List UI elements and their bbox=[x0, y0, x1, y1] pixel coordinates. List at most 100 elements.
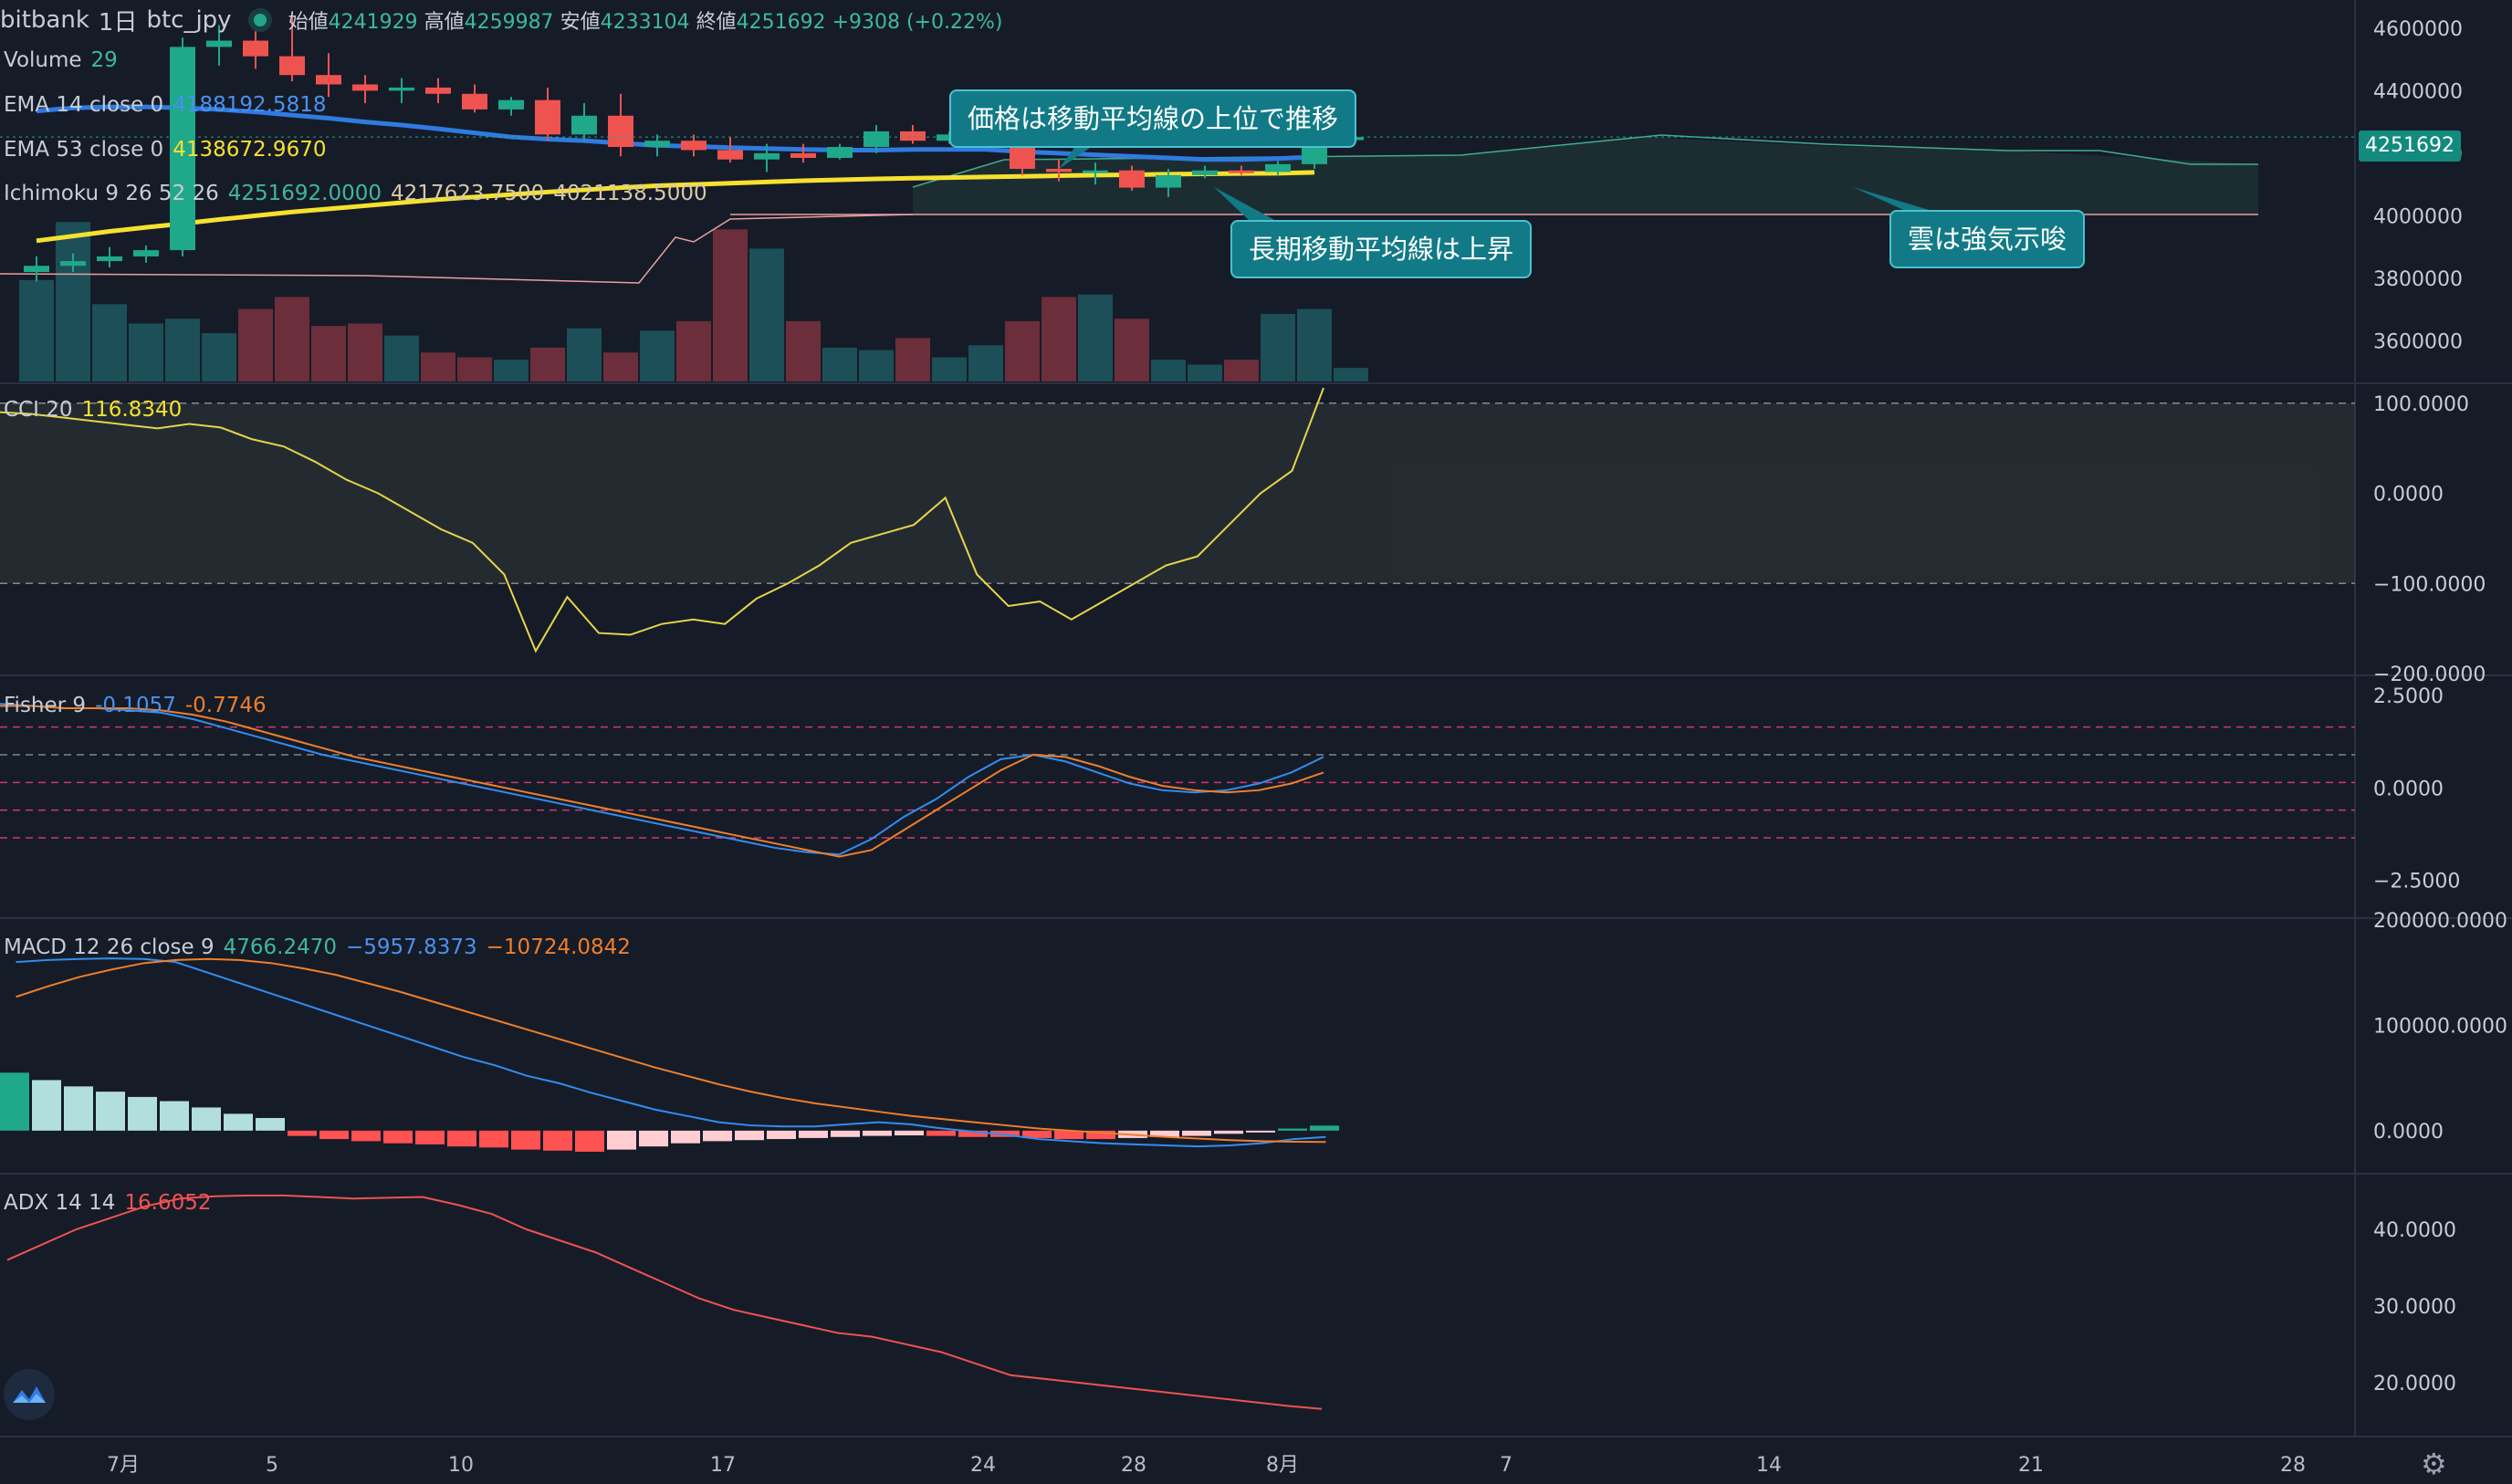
macd-histogram-bar bbox=[575, 1130, 604, 1152]
open-value: 4241929 bbox=[328, 11, 418, 34]
time-tick-label: 7 bbox=[1500, 1454, 1512, 1477]
symbol-label[interactable]: btc_jpy bbox=[146, 6, 232, 34]
macd-histogram-bar bbox=[1182, 1130, 1211, 1136]
price-axis-tick: 100.0000 bbox=[2373, 393, 2469, 416]
open-label: 始値 bbox=[288, 11, 329, 34]
macd-histogram-bar bbox=[671, 1130, 700, 1144]
interval-label[interactable]: 1日 bbox=[98, 8, 138, 37]
ema53-legend[interactable]: EMA 53 close 0 4138672.9670 bbox=[4, 138, 335, 162]
price-axis-tick: −2.5000 bbox=[2373, 871, 2460, 894]
candle-body bbox=[1046, 169, 1072, 172]
macd-histogram-bar bbox=[0, 1072, 29, 1131]
macd-name: MACD 12 26 close 9 bbox=[4, 935, 215, 959]
volume-bar bbox=[859, 350, 894, 381]
macd-histogram-bar bbox=[543, 1130, 572, 1151]
fisher-value-1: -0.1057 bbox=[95, 694, 176, 717]
volume-legend[interactable]: Volume 29 bbox=[4, 48, 127, 72]
fisher-line-2 bbox=[0, 705, 1324, 858]
cci-value: 116.8340 bbox=[81, 398, 183, 422]
ema14-line bbox=[36, 104, 1315, 162]
volume-bar bbox=[129, 323, 163, 381]
volume-bar bbox=[202, 333, 236, 381]
time-tick-label: 5 bbox=[266, 1454, 278, 1477]
exchange-name[interactable]: bitbank bbox=[0, 6, 89, 34]
low-value: 4233104 bbox=[600, 11, 690, 34]
time-tick-label: 10 bbox=[448, 1454, 474, 1477]
ema14-legend[interactable]: EMA 14 close 0 4188192.5818 bbox=[4, 93, 335, 117]
volume-bar bbox=[530, 347, 565, 381]
adx-line bbox=[6, 1194, 1323, 1410]
macd-histogram-bar bbox=[1150, 1130, 1179, 1137]
callout-pointer bbox=[1853, 187, 1935, 212]
time-tick-label: 28 bbox=[2280, 1454, 2306, 1477]
time-tick-label: 14 bbox=[1756, 1454, 1782, 1477]
macd-histogram-bar bbox=[479, 1130, 508, 1148]
macd-histogram-bar bbox=[96, 1092, 125, 1131]
volume-bar bbox=[968, 345, 1003, 381]
fisher-legend[interactable]: Fisher 9 -0.1057 -0.7746 bbox=[4, 694, 276, 717]
macd-histogram-bar bbox=[639, 1130, 668, 1147]
candle-body bbox=[864, 131, 889, 148]
time-tick-label: 8月 bbox=[1266, 1454, 1299, 1477]
cci-band bbox=[0, 402, 2355, 584]
ichimoku-value-1: 4251692.0000 bbox=[227, 182, 382, 205]
volume-bar bbox=[384, 335, 419, 381]
candle-body bbox=[571, 115, 597, 135]
close-value: 4251692 bbox=[736, 11, 826, 34]
candle-body bbox=[1083, 170, 1108, 173]
price-axis-tick: 0.0000 bbox=[2373, 484, 2444, 507]
candle-body bbox=[133, 250, 159, 256]
price-axis-tick: 30.0000 bbox=[2373, 1296, 2456, 1319]
ichimoku-name: Ichimoku 9 26 52 26 bbox=[4, 182, 219, 205]
candle-body bbox=[1119, 170, 1145, 188]
price-axis-tick: 2.5000 bbox=[2373, 685, 2444, 708]
price-axis-tick: 4600000 bbox=[2373, 18, 2463, 41]
candle-body bbox=[1192, 170, 1218, 175]
macd-histogram-bar bbox=[64, 1086, 93, 1131]
volume-bar bbox=[165, 319, 200, 381]
ohlc-readout: 始値4241929 高値4259987 安値4233104 終値4251692 … bbox=[288, 5, 1003, 35]
time-tick-label: 21 bbox=[2018, 1454, 2044, 1477]
ema53-value: 4138672.9670 bbox=[173, 138, 327, 162]
tradingview-logo-icon[interactable] bbox=[4, 1369, 55, 1420]
macd-hist-value: 4766.2470 bbox=[223, 935, 337, 959]
ichimoku-legend[interactable]: Ichimoku 9 26 52 26 4251692.0000 4217623.7… bbox=[4, 182, 717, 205]
macd-histogram-bar bbox=[831, 1130, 860, 1137]
macd-legend[interactable]: MACD 12 26 close 9 4766.2470 −5957.8373 −10… bbox=[4, 935, 640, 959]
adx-legend[interactable]: ADX 14 14 16.6052 bbox=[4, 1191, 220, 1215]
macd-signal-line bbox=[16, 957, 1326, 1144]
time-tick-label: 17 bbox=[710, 1454, 736, 1477]
cci-legend[interactable]: CCI 20 116.8340 bbox=[4, 398, 191, 422]
macd-histogram-bar bbox=[1246, 1130, 1275, 1133]
macd-histogram-bar bbox=[1054, 1130, 1083, 1140]
fisher-value-2: -0.7746 bbox=[184, 694, 267, 717]
callout-price-above-ma[interactable]: 価格は移動平均線の上位で推移 bbox=[949, 89, 1357, 148]
macd-histogram-bar bbox=[511, 1130, 540, 1150]
callout-cloud-bullish[interactable]: 雲は強気示唆 bbox=[1889, 210, 2086, 268]
candle-body bbox=[900, 131, 926, 141]
macd-histogram-bar bbox=[224, 1113, 253, 1131]
candle-body bbox=[827, 147, 853, 159]
callout-long-ma-rising[interactable]: 長期移動平均線は上昇 bbox=[1230, 220, 1533, 278]
volume-bar bbox=[895, 338, 930, 381]
macd-histogram-bar bbox=[1086, 1130, 1115, 1140]
time-tick-label: 24 bbox=[970, 1454, 996, 1477]
macd-histogram-bar bbox=[160, 1101, 189, 1131]
ema14-name: EMA 14 close 0 bbox=[4, 93, 164, 117]
candle-body bbox=[243, 40, 268, 57]
candle-body bbox=[60, 261, 86, 266]
close-label: 終値 bbox=[696, 11, 737, 34]
candle-body bbox=[1156, 174, 1181, 188]
macd-histogram-bar bbox=[926, 1130, 956, 1136]
volume-bar bbox=[713, 229, 748, 381]
macd-histogram-bar bbox=[767, 1130, 796, 1140]
last-price-tag: 4251692 bbox=[2359, 131, 2461, 162]
volume-bar bbox=[1005, 320, 1040, 381]
gear-icon[interactable]: ⚙ bbox=[2421, 1447, 2447, 1481]
ema14-value: 4188192.5818 bbox=[173, 93, 327, 117]
volume-bar bbox=[567, 328, 602, 381]
volume-bar bbox=[932, 357, 967, 381]
candle-body bbox=[425, 87, 451, 94]
volume-bar bbox=[457, 357, 492, 381]
candle-body bbox=[644, 141, 670, 148]
